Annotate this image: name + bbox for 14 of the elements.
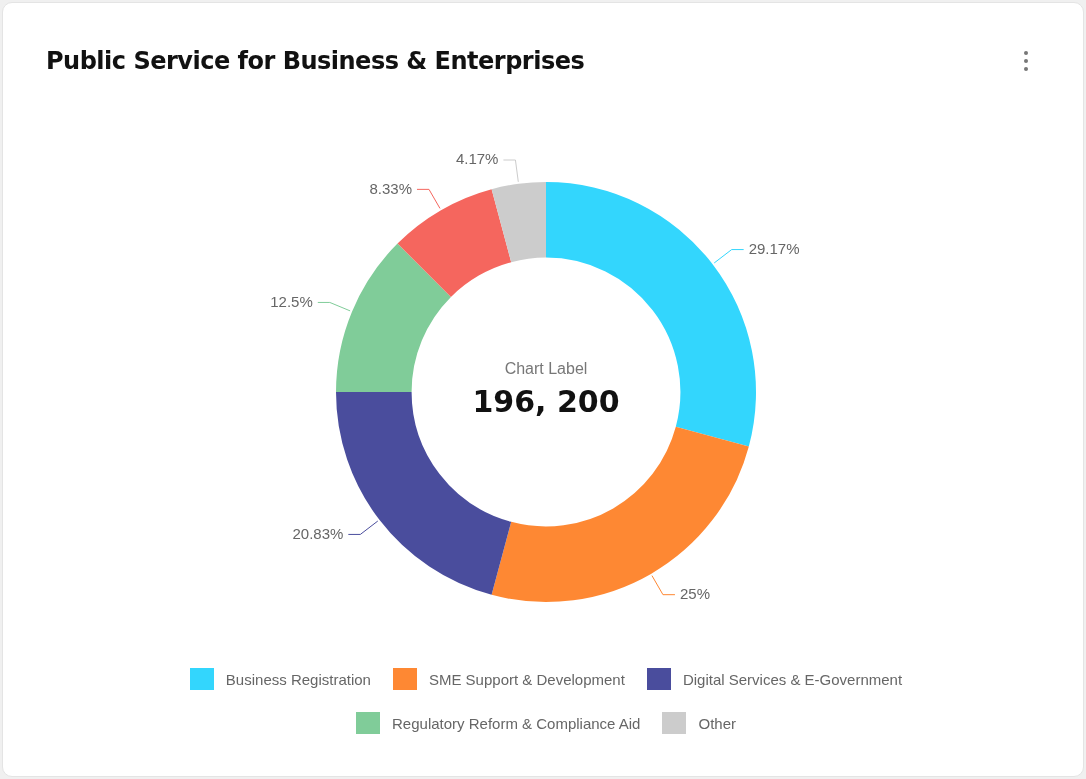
legend-label: SME Support & Development (428, 670, 625, 688)
data-label: 25% (679, 584, 710, 602)
data-label: 4.17% (455, 150, 499, 168)
data-label: 8.33% (369, 179, 412, 197)
legend-label: Business Registration (225, 670, 371, 688)
data-label: 29.17% (748, 239, 800, 257)
legend-label: Digital Services & E-Government (682, 670, 903, 688)
legend-label: Other (698, 714, 736, 732)
legend-label: Regulatory Reform & Compliance Aid (392, 714, 641, 732)
text: Chart Label (504, 360, 588, 378)
data-label: 20.83% (292, 524, 344, 542)
chart-title: Public Service for Business & Enterprises (46, 47, 585, 75)
text: 196, 200 (472, 383, 620, 419)
data-label: 12.5% (270, 292, 313, 310)
